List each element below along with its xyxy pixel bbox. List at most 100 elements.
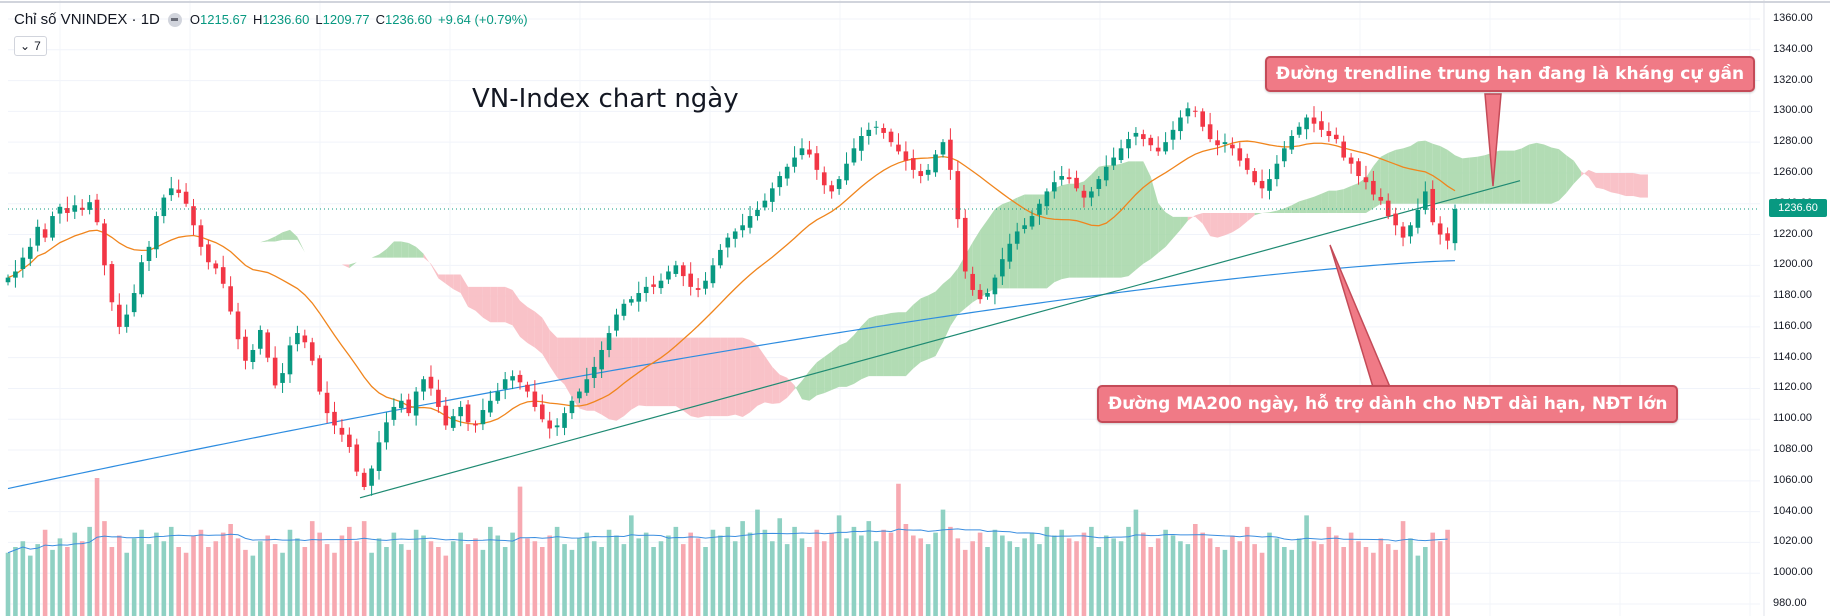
y-tick-label: 1300.00 [1773, 104, 1813, 117]
candle-body [436, 389, 441, 407]
candle-body [1037, 203, 1042, 215]
ichimoku-cloud [527, 306, 535, 348]
candle-body [250, 349, 256, 362]
volume-bar [257, 541, 263, 616]
candle-body [1155, 147, 1161, 152]
candle-body [666, 271, 671, 280]
candle-body [925, 169, 931, 175]
ichimoku-cloud [846, 334, 854, 387]
ichimoku-cloud [868, 315, 877, 377]
ichimoku-cloud [1395, 148, 1404, 204]
ichimoku-cloud [1202, 212, 1211, 237]
ichimoku-cloud [557, 337, 565, 385]
candle-body [881, 127, 886, 133]
ichimoku-cloud [1588, 169, 1596, 188]
indicators-toggle-button[interactable]: ⌄ 7 [14, 36, 47, 56]
ichimoku-cloud [1410, 141, 1418, 204]
ichimoku-cloud [1633, 172, 1641, 198]
y-tick-label: 1080.00 [1773, 443, 1813, 456]
volume-bar [79, 541, 85, 616]
ichimoku-cloud [1247, 212, 1255, 222]
y-tick-label: 1120.00 [1773, 381, 1812, 394]
candle-body [428, 376, 434, 389]
candle-body [1296, 126, 1302, 135]
volume-bar [502, 547, 508, 616]
ichimoku-cloud [1135, 161, 1144, 270]
volume-bar [1259, 552, 1265, 616]
ichimoku-cloud [980, 219, 988, 298]
ichimoku-cloud [1373, 156, 1381, 209]
volume-bar [1185, 544, 1191, 616]
volume-bar [265, 535, 271, 616]
volume-bar [1237, 541, 1243, 616]
candle-body [347, 434, 352, 447]
collapse-icon[interactable] [167, 12, 182, 27]
ichimoku-cloud [1180, 216, 1188, 230]
ichimoku-cloud [1291, 201, 1300, 213]
volume-bar [57, 538, 63, 616]
candle-body [807, 149, 812, 155]
candle-body [102, 223, 107, 266]
volume-bar [933, 532, 938, 616]
ichimoku-cloud [787, 377, 795, 398]
volume-bar [20, 541, 26, 616]
volume-bar [896, 483, 901, 616]
volume-bar [725, 526, 731, 616]
volume-bar [176, 547, 181, 616]
volume-bar [807, 547, 812, 616]
volume-bar [829, 532, 834, 616]
volume-bar [859, 535, 864, 616]
volume-bar [977, 532, 983, 616]
candle-body [836, 179, 842, 189]
ichimoku-cloud [1343, 186, 1352, 213]
volume-bar [347, 526, 352, 616]
ichimoku-cloud [534, 311, 543, 354]
candle-body [614, 314, 619, 331]
volume-bar [228, 524, 233, 616]
volume-bar [443, 555, 449, 616]
ichimoku-cloud [1158, 202, 1166, 253]
candle-body [643, 286, 649, 294]
volume-bar [450, 541, 456, 616]
candle-body [398, 400, 404, 409]
ichimoku-cloud [1239, 212, 1248, 228]
ichimoku-cloud [1083, 174, 1092, 278]
candle-body [896, 144, 901, 152]
candle-body [421, 379, 426, 392]
candle-body [213, 263, 219, 269]
ichimoku-cloud [1499, 150, 1507, 204]
ma200-line [7, 260, 1456, 490]
candle-body [1066, 177, 1072, 180]
volume-bar [495, 535, 501, 616]
volume-bar [577, 538, 582, 616]
volume-bar [168, 526, 174, 616]
candle-body [718, 249, 723, 266]
candle-body [1222, 142, 1228, 145]
symbol-title[interactable]: Chỉ số VNINDEX · 1D [14, 11, 160, 28]
volume-bar [666, 535, 671, 616]
candle-body [1126, 139, 1131, 149]
volume-bar [50, 549, 55, 616]
ichimoku-cloud [1595, 172, 1604, 190]
candle-body [577, 391, 582, 399]
candle-body [918, 171, 924, 177]
ichimoku-cloud [720, 337, 728, 417]
ichimoku-cloud [1254, 212, 1263, 216]
ichimoku-cloud [839, 342, 847, 387]
volume-bar [1066, 538, 1072, 616]
ichimoku-cloud [1581, 169, 1589, 177]
volume-ma-line [7, 528, 1448, 554]
candle-body [911, 158, 916, 170]
open-value: 1215.67 [200, 12, 247, 27]
candle-body [206, 244, 211, 263]
volume-bar [851, 526, 857, 616]
volume-bar [5, 552, 11, 616]
volume-bar [1178, 541, 1183, 616]
ichimoku-cloud [712, 337, 721, 417]
candle-body [50, 216, 55, 238]
ichimoku-cloud [750, 339, 758, 413]
volume-bar [1445, 529, 1450, 616]
volume-bar [1074, 541, 1079, 616]
